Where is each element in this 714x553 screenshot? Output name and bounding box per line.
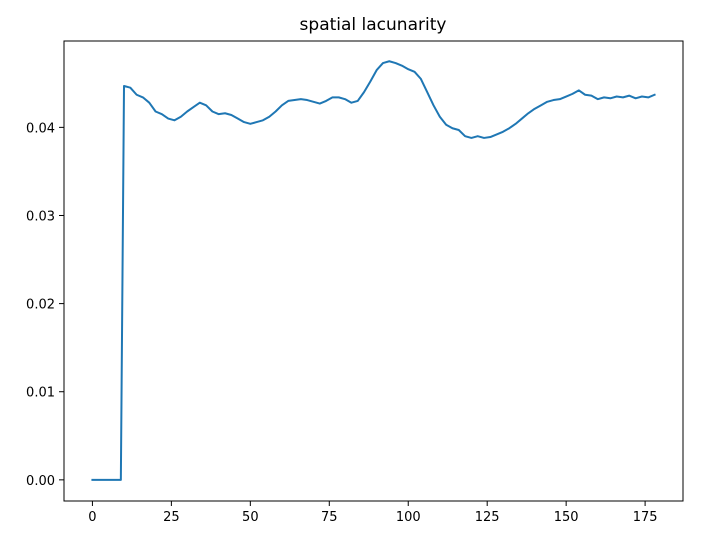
x-tick-label: 125	[475, 510, 500, 525]
x-tick-label: 25	[163, 510, 180, 525]
chart-title: spatial lacunarity	[300, 15, 447, 35]
x-tick-label: 150	[554, 510, 579, 525]
x-tick-label: 50	[242, 510, 259, 525]
y-tick-label: 0.01	[26, 386, 55, 401]
x-tick-label: 0	[88, 510, 96, 525]
x-tick-label: 175	[633, 510, 658, 525]
y-tick-label: 0.00	[26, 474, 55, 489]
series-line-0	[91, 60, 656, 481]
y-tick-label: 0.04	[26, 121, 55, 136]
x-tick-label: 75	[321, 510, 338, 525]
axes-frame	[63, 40, 684, 502]
x-tick-label: 100	[396, 510, 421, 525]
y-tick-label: 0.03	[26, 209, 55, 224]
y-tick-label: 0.02	[26, 298, 55, 313]
